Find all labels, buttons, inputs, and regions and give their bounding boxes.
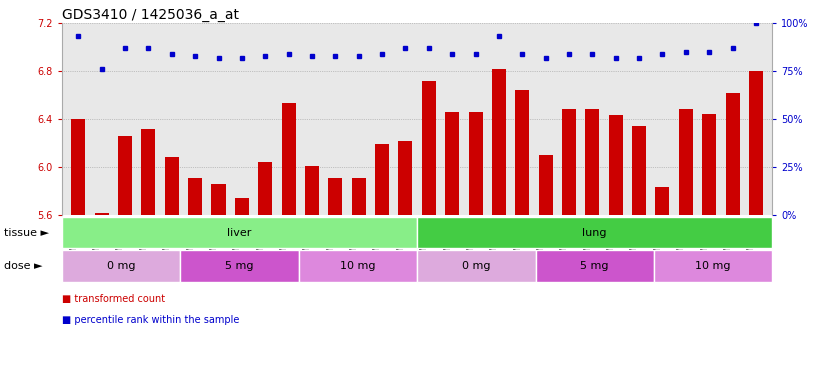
Text: ■ percentile rank within the sample: ■ percentile rank within the sample xyxy=(62,315,240,325)
Bar xyxy=(141,129,155,215)
Bar xyxy=(180,250,299,282)
Bar xyxy=(71,119,85,215)
Text: liver: liver xyxy=(227,228,252,238)
Bar xyxy=(118,136,132,215)
Text: GDS3410 / 1425036_a_at: GDS3410 / 1425036_a_at xyxy=(62,8,239,22)
Bar xyxy=(515,90,529,215)
Bar xyxy=(609,116,623,215)
Bar xyxy=(492,69,506,215)
Bar xyxy=(422,81,436,215)
Text: 5 mg: 5 mg xyxy=(225,261,254,271)
Bar xyxy=(539,155,553,215)
Text: 5 mg: 5 mg xyxy=(581,261,609,271)
Text: dose ►: dose ► xyxy=(4,261,43,271)
Bar xyxy=(398,141,412,215)
Bar xyxy=(749,71,763,215)
Bar xyxy=(725,93,739,215)
Text: 0 mg: 0 mg xyxy=(107,261,135,271)
Text: ■ transformed count: ■ transformed count xyxy=(62,294,165,304)
Bar xyxy=(702,114,716,215)
Bar xyxy=(352,178,366,215)
Bar xyxy=(562,109,576,215)
Bar xyxy=(164,157,178,215)
Text: 0 mg: 0 mg xyxy=(462,261,491,271)
Bar xyxy=(62,250,180,282)
Bar xyxy=(417,217,772,248)
Text: tissue ►: tissue ► xyxy=(4,228,49,238)
Bar xyxy=(679,109,693,215)
Bar xyxy=(62,217,417,248)
Bar xyxy=(282,103,296,215)
Bar xyxy=(305,166,319,215)
Bar xyxy=(656,187,670,215)
Bar xyxy=(586,109,600,215)
Text: 10 mg: 10 mg xyxy=(340,261,376,271)
Bar xyxy=(259,162,273,215)
Bar xyxy=(417,250,535,282)
Bar xyxy=(375,144,389,215)
Text: 10 mg: 10 mg xyxy=(695,261,731,271)
Bar xyxy=(654,250,772,282)
Bar xyxy=(299,250,417,282)
Bar xyxy=(468,112,482,215)
Bar xyxy=(188,178,202,215)
Bar xyxy=(535,250,654,282)
Bar xyxy=(95,213,109,215)
Bar xyxy=(328,178,342,215)
Text: lung: lung xyxy=(582,228,607,238)
Bar xyxy=(235,198,249,215)
Bar xyxy=(632,126,646,215)
Bar xyxy=(211,184,225,215)
Bar xyxy=(445,112,459,215)
